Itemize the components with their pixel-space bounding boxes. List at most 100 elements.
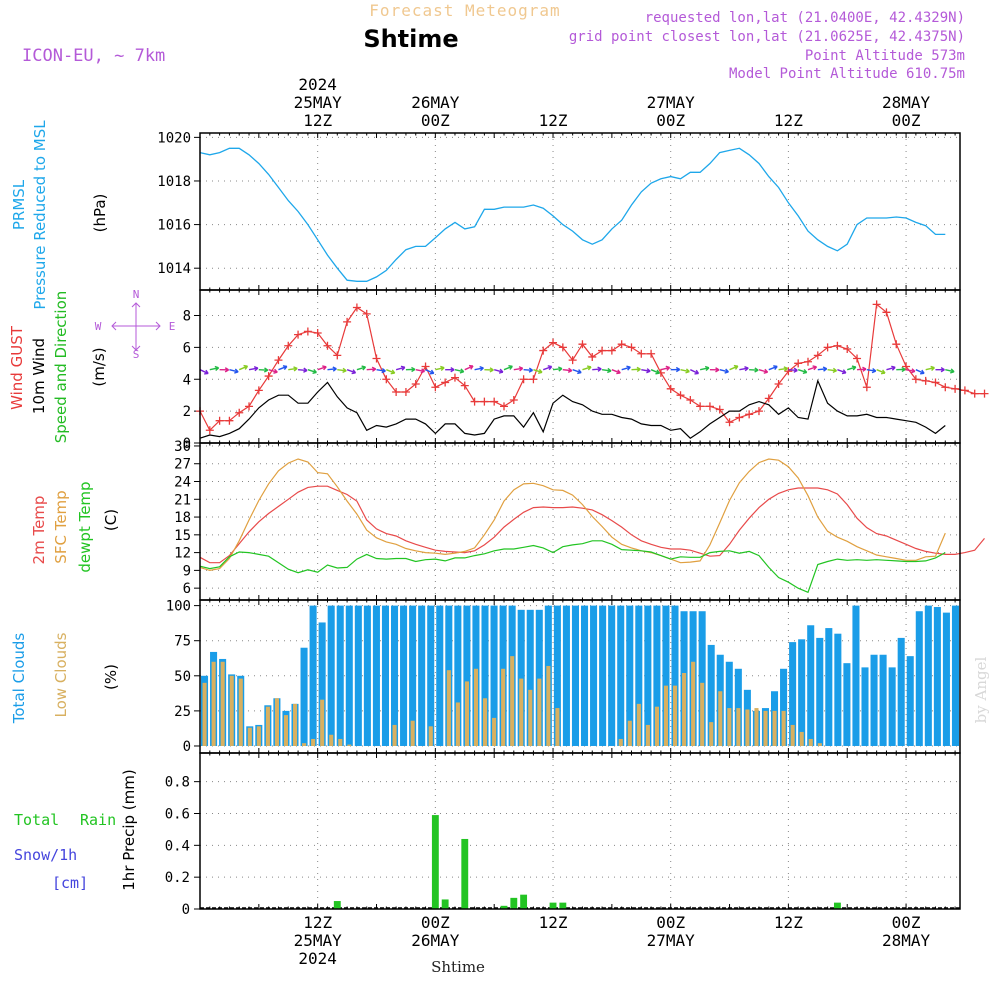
bottom-time-label: 2024 [298, 949, 337, 968]
pressure-unit-label: (hPa) [91, 194, 109, 233]
total-clouds-bar [880, 655, 887, 746]
low-clouds-bar [284, 715, 288, 746]
header-info-1: requested lon,lat (21.0400E, 42.4329N) [645, 10, 965, 26]
low-clouds-bar [320, 700, 324, 746]
low-clouds-bar [266, 707, 270, 746]
total-clouds-bar [834, 634, 841, 746]
y-tick-label: 0.8 [165, 775, 190, 791]
y-tick-label: 0.2 [165, 870, 190, 886]
total-clouds-bar [382, 606, 389, 746]
gust-marker [529, 375, 537, 383]
low-clouds-bar [456, 702, 460, 746]
total-clouds-bar [364, 606, 371, 746]
y-tick-label: 18 [174, 510, 191, 526]
low-clouds-bar [555, 708, 559, 746]
panel-frame [200, 753, 960, 909]
y-tick-label: 100 [166, 599, 191, 615]
top-time-label: 12Z [539, 111, 568, 130]
sfc-temp-ylabel: SFC Temp [52, 490, 70, 563]
low-clouds-bar [510, 656, 514, 746]
y-tick-label: 15 [174, 528, 191, 544]
low-clouds-bar [655, 707, 659, 746]
low-clouds-bar [465, 681, 469, 746]
total-clouds-bar [807, 625, 814, 746]
low-clouds-bar [809, 739, 813, 746]
low-clouds-bar [791, 725, 795, 746]
total-clouds-bar [301, 648, 308, 746]
total-clouds-bar [916, 611, 923, 746]
low-clouds-bar [483, 698, 487, 746]
total-clouds-bar [346, 606, 353, 746]
total-clouds-bar [572, 606, 579, 746]
y-tick-label: 0 [182, 902, 190, 918]
top-time-label: 27MAY [647, 93, 696, 112]
gust-marker [480, 398, 488, 406]
total-clouds-bar [400, 606, 407, 746]
temp-unit-label: (C) [102, 509, 120, 531]
bottom-time-label: 00Z [892, 913, 921, 932]
gust-marker [941, 383, 949, 391]
low-clouds-bar [773, 711, 777, 746]
total-clouds-bar [427, 606, 434, 746]
dewpt-temp-line [200, 541, 945, 593]
total-clouds-bar [581, 606, 588, 746]
rain-bar [461, 839, 468, 909]
top-time-label: 12Z [303, 111, 332, 130]
gust-marker [696, 402, 704, 410]
header-subtitle: Forecast Meteogram [369, 1, 560, 20]
low-clouds-bar [302, 743, 306, 746]
rain-bar [550, 903, 557, 909]
gust-marker [304, 327, 312, 335]
low-clouds-bar [537, 679, 541, 746]
low-clouds-bar [248, 728, 252, 746]
gust-marker [431, 383, 439, 391]
bottom-time-label: 27MAY [647, 931, 696, 950]
gust-marker [490, 398, 498, 406]
rain-bar [520, 895, 527, 909]
y-tick-label: 12 [174, 546, 191, 562]
gust-marker [735, 414, 743, 422]
total-clouds-bar [861, 667, 868, 746]
low-clouds-bar [628, 721, 632, 746]
gust-marker [971, 390, 979, 398]
low-clouds-bar [492, 718, 496, 746]
sfc-temp-line [200, 459, 945, 570]
gust-marker [353, 304, 361, 312]
low-clouds-bar [664, 686, 668, 746]
total-clouds-bar [617, 606, 624, 746]
y-tick-label: 0.6 [165, 806, 190, 822]
wind-ylabel: 10m Wind [30, 338, 48, 414]
low-clouds-bar [619, 739, 623, 746]
bottom-time-label: 12Z [303, 913, 332, 932]
low-clouds-bar [691, 662, 695, 746]
low-clouds-bar [546, 666, 550, 746]
low-clouds-ylabel: Low Clouds [52, 632, 70, 717]
total-clouds-bar [328, 606, 335, 746]
low-clouds-bar [646, 725, 650, 746]
low-clouds-bar [411, 721, 415, 746]
total-clouds-bar [934, 607, 941, 746]
top-time-label: 00Z [421, 111, 450, 130]
low-clouds-bar [763, 711, 767, 746]
header-info-4: Model Point Altitude 610.75m [729, 66, 965, 82]
direction-ylabel: Speed and Direction [52, 291, 70, 444]
low-clouds-bar [257, 726, 261, 746]
gust-marker [863, 383, 871, 391]
rain-bar [432, 815, 439, 909]
compass-n-label: N [133, 288, 140, 301]
wind-speed-line [200, 381, 945, 438]
total-clouds-bar [943, 613, 950, 746]
y-tick-label: 9 [183, 563, 191, 579]
rain-bar [442, 899, 449, 909]
total-clouds-bar [608, 606, 615, 746]
total-clouds-bar [925, 606, 932, 746]
gust-marker [598, 347, 606, 355]
gust-marker [520, 375, 528, 383]
total-clouds-bar [843, 663, 850, 746]
low-clouds-bar [709, 722, 713, 746]
gust-marker [637, 350, 645, 358]
snow-unit-label: [cm] [52, 874, 88, 892]
y-tick-label: 1020 [157, 130, 191, 146]
low-clouds-bar [221, 662, 225, 746]
